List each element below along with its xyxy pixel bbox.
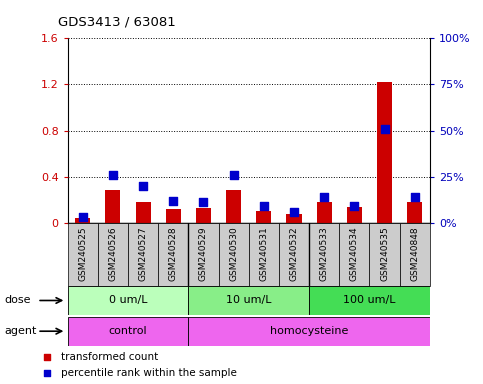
Point	[109, 172, 117, 178]
Bar	[128, 223, 158, 286]
Text: GSM240530: GSM240530	[229, 226, 238, 281]
Point	[351, 203, 358, 209]
Bar	[188, 223, 219, 286]
Bar	[98, 223, 128, 286]
Text: GSM240531: GSM240531	[259, 226, 269, 281]
Bar	[309, 286, 430, 315]
Text: agent: agent	[5, 326, 37, 336]
Bar	[279, 223, 309, 286]
Bar	[196, 208, 211, 223]
Bar	[286, 214, 301, 223]
Text: GSM240534: GSM240534	[350, 226, 359, 281]
Text: GSM240526: GSM240526	[108, 226, 117, 281]
Bar	[166, 209, 181, 223]
Bar	[136, 202, 151, 223]
Point	[43, 370, 51, 376]
Point	[170, 197, 177, 204]
Text: GSM240529: GSM240529	[199, 226, 208, 281]
Bar	[309, 223, 339, 286]
Point	[260, 203, 268, 209]
Text: percentile rank within the sample: percentile rank within the sample	[61, 368, 237, 378]
Bar	[256, 211, 271, 223]
Bar	[347, 207, 362, 223]
Text: 0 um/L: 0 um/L	[109, 295, 147, 306]
Text: GSM240848: GSM240848	[410, 226, 419, 281]
Bar	[249, 223, 279, 286]
Bar	[317, 202, 332, 223]
Text: GSM240527: GSM240527	[139, 226, 148, 281]
Bar	[75, 218, 90, 223]
Text: control: control	[109, 326, 147, 336]
Text: GSM240532: GSM240532	[289, 226, 298, 281]
Text: GDS3413 / 63081: GDS3413 / 63081	[58, 16, 176, 29]
Bar	[188, 317, 430, 346]
Text: GSM240535: GSM240535	[380, 226, 389, 281]
Bar	[68, 317, 188, 346]
Bar	[68, 286, 188, 315]
Point	[411, 194, 419, 200]
Bar	[400, 223, 430, 286]
Bar	[68, 223, 98, 286]
Text: 10 um/L: 10 um/L	[226, 295, 271, 306]
Text: homocysteine: homocysteine	[270, 326, 348, 336]
Point	[199, 199, 207, 205]
Bar	[339, 223, 369, 286]
Text: dose: dose	[5, 295, 31, 306]
Bar	[369, 223, 400, 286]
Point	[43, 354, 51, 360]
Text: 100 um/L: 100 um/L	[343, 295, 396, 306]
Text: transformed count: transformed count	[61, 352, 158, 362]
Point	[230, 172, 238, 178]
Bar	[226, 190, 241, 223]
Bar	[105, 190, 120, 223]
Point	[381, 126, 388, 132]
Point	[139, 183, 147, 189]
Bar	[407, 202, 422, 223]
Bar	[188, 286, 309, 315]
Bar	[219, 223, 249, 286]
Point	[290, 209, 298, 215]
Point	[320, 194, 328, 200]
Bar	[377, 82, 392, 223]
Text: GSM240525: GSM240525	[78, 226, 87, 281]
Text: GSM240533: GSM240533	[320, 226, 329, 281]
Point	[79, 214, 86, 220]
Bar	[158, 223, 188, 286]
Text: GSM240528: GSM240528	[169, 226, 178, 281]
